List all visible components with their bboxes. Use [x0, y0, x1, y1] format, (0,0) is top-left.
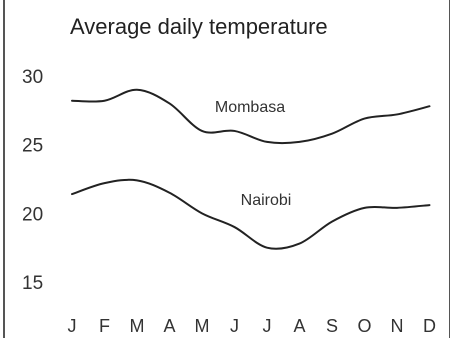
x-tick-label: O [357, 316, 371, 336]
series-label-nairobi: Nairobi [241, 192, 292, 209]
y-tick-label: 25 [22, 136, 43, 157]
frame-right-border [448, 0, 450, 338]
y-axis-ticks: 30 25 20 15 [22, 67, 43, 294]
y-tick-label: 15 [22, 273, 43, 294]
x-tick-label: A [293, 316, 305, 336]
x-tick-label: S [326, 316, 338, 336]
series-lines [71, 88, 431, 250]
x-tick-label: D [423, 316, 436, 336]
series-line-nairobi [71, 178, 431, 250]
x-tick-label: N [391, 316, 404, 336]
x-tick-label: M [130, 316, 145, 336]
series-label-mombasa: Mombasa [215, 99, 285, 116]
series-line-mombasa [71, 88, 431, 145]
frame-left-border [3, 0, 5, 338]
x-tick-label: J [230, 316, 239, 336]
x-tick-label: J [68, 316, 77, 336]
chart-title: Average daily temperature [70, 14, 328, 39]
y-tick-label: 20 [22, 204, 43, 225]
x-tick-label: J [263, 316, 272, 336]
x-tick-label: A [163, 316, 175, 336]
series-labels: Mombasa Nairobi [215, 99, 291, 209]
x-tick-label: F [99, 316, 110, 336]
x-tick-label: M [195, 316, 210, 336]
y-tick-label: 30 [22, 67, 43, 88]
